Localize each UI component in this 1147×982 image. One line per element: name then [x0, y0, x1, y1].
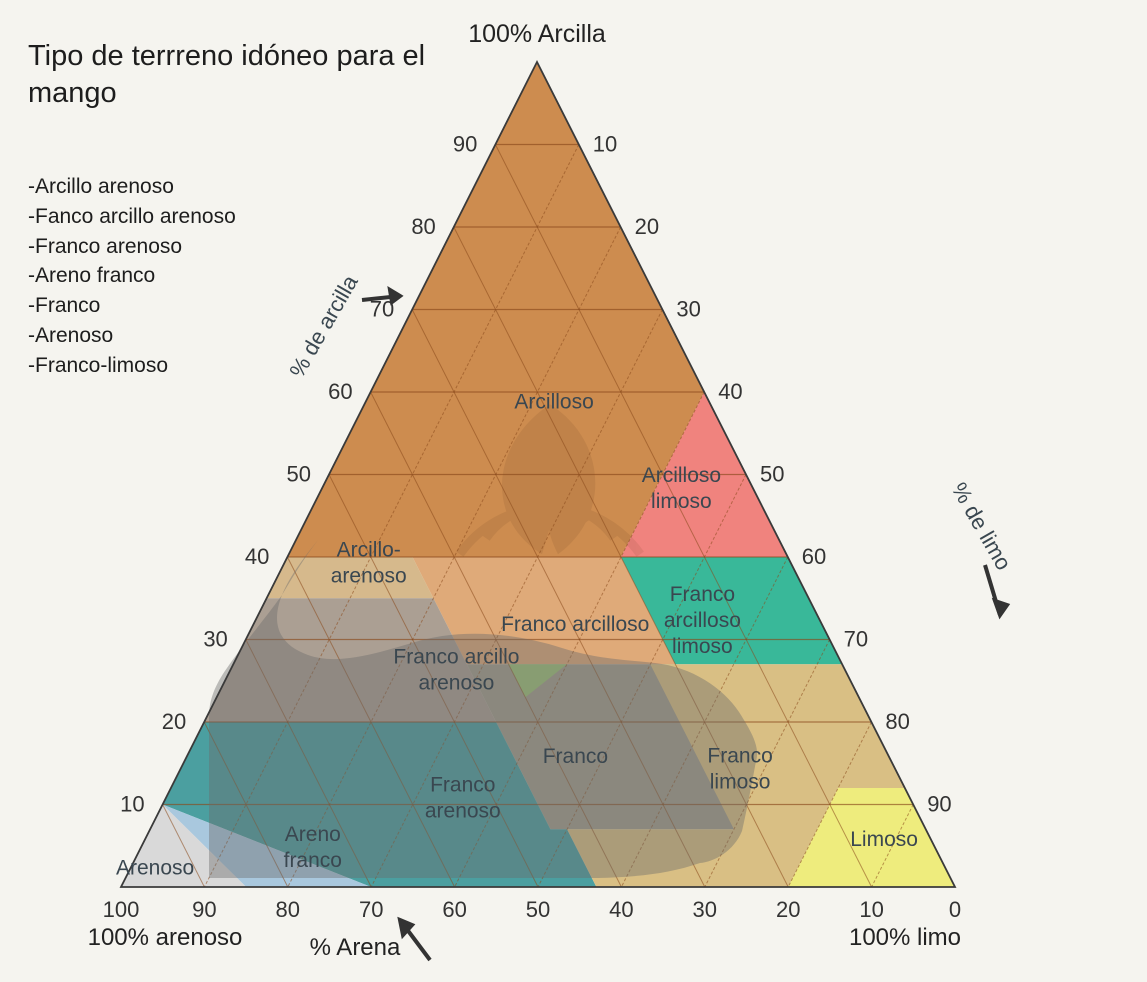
svg-text:Franco: Franco: [707, 745, 772, 768]
svg-text:Franco arcilloso: Franco arcilloso: [501, 613, 649, 636]
svg-text:10: 10: [120, 792, 144, 817]
svg-text:80: 80: [276, 897, 300, 922]
svg-text:40: 40: [245, 544, 269, 569]
svg-text:% Arena: % Arena: [310, 934, 401, 961]
svg-text:Arcillo-: Arcillo-: [337, 538, 401, 561]
svg-text:30: 30: [203, 627, 227, 652]
svg-text:70: 70: [844, 627, 868, 652]
svg-text:Franco: Franco: [670, 583, 735, 606]
svg-text:limoso: limoso: [672, 635, 733, 658]
svg-text:50: 50: [526, 897, 550, 922]
svg-text:% de arcilla: % de arcilla: [284, 270, 363, 382]
svg-text:0: 0: [949, 897, 961, 922]
svg-text:20: 20: [776, 897, 800, 922]
svg-text:60: 60: [328, 379, 352, 404]
svg-text:limoso: limoso: [710, 771, 771, 794]
svg-text:70: 70: [359, 897, 383, 922]
svg-text:30: 30: [676, 297, 700, 322]
svg-text:40: 40: [718, 379, 742, 404]
svg-text:90: 90: [192, 897, 216, 922]
svg-text:arenoso: arenoso: [331, 564, 407, 587]
svg-text:20: 20: [162, 709, 186, 734]
svg-text:Franco: Franco: [430, 774, 495, 797]
svg-text:60: 60: [442, 897, 466, 922]
svg-text:10: 10: [859, 897, 883, 922]
svg-text:Franco: Franco: [543, 745, 608, 768]
svg-text:100: 100: [103, 897, 140, 922]
svg-text:arenoso: arenoso: [425, 800, 501, 823]
svg-text:100% arenoso: 100% arenoso: [88, 924, 243, 951]
svg-text:Limoso: Limoso: [850, 828, 918, 851]
svg-text:arcilloso: arcilloso: [664, 609, 741, 632]
svg-text:Franco arcillo: Franco arcillo: [393, 646, 519, 669]
svg-text:100% Arcilla: 100% Arcilla: [468, 20, 606, 48]
svg-text:60: 60: [802, 544, 826, 569]
svg-text:arenoso: arenoso: [418, 672, 494, 695]
svg-text:90: 90: [453, 132, 477, 157]
svg-text:50: 50: [287, 462, 311, 487]
svg-text:% de limo: % de limo: [947, 478, 1017, 574]
svg-text:Arcilloso: Arcilloso: [642, 464, 721, 487]
svg-text:Arenoso: Arenoso: [116, 857, 194, 880]
svg-text:20: 20: [635, 214, 659, 239]
svg-text:40: 40: [609, 897, 633, 922]
svg-text:50: 50: [760, 462, 784, 487]
svg-text:Arcilloso: Arcilloso: [514, 391, 593, 414]
svg-text:30: 30: [693, 897, 717, 922]
svg-text:franco: franco: [284, 849, 342, 872]
svg-text:100% limo: 100% limo: [849, 924, 961, 951]
svg-text:Areno: Areno: [285, 823, 341, 846]
svg-text:90: 90: [927, 792, 951, 817]
svg-text:limoso: limoso: [651, 490, 712, 513]
svg-text:80: 80: [885, 709, 909, 734]
svg-text:10: 10: [593, 132, 617, 157]
svg-text:80: 80: [411, 214, 435, 239]
